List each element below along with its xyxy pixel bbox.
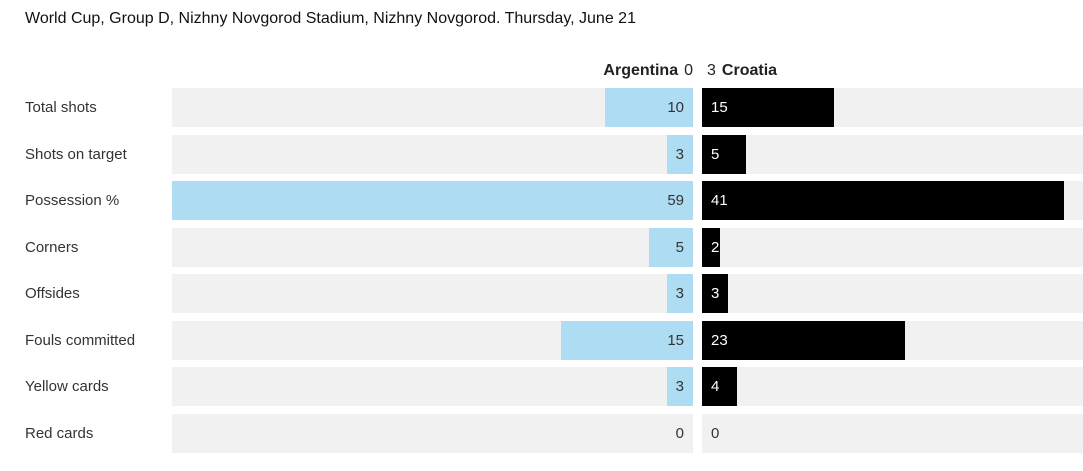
home-value: 5 — [675, 238, 684, 256]
stat-label: Offsides — [25, 285, 80, 302]
away-bar — [702, 367, 738, 406]
away-value: 41 — [711, 192, 728, 209]
stat-label: Red cards — [25, 424, 94, 442]
stat-label: Shots on target — [25, 145, 127, 163]
stat-row-total-shots: Total shots 10 15 — [0, 88, 1083, 127]
home-value: 15 — [667, 331, 684, 349]
scoreline-away: 3 Croatia — [707, 62, 777, 80]
stat-label: Fouls committed — [25, 331, 136, 349]
away-value: 0 — [711, 424, 720, 442]
home-bar — [666, 274, 693, 313]
stat-row-yellow-cards: Yellow cards 3 4 — [0, 367, 1083, 406]
home-value: 3 — [675, 285, 684, 302]
home-bar-track: 3 — [172, 134, 693, 174]
home-bar — [666, 367, 693, 406]
away-bar-track: 5 — [702, 134, 1083, 174]
stats-rows: Total shots 10 15 Shots on target 3 5 Po… — [0, 88, 1083, 460]
away-bar-track: 15 — [702, 88, 1083, 127]
scoreline-home: Argentina 0 — [603, 62, 693, 80]
match-title: World Cup, Group D, Nizhny Novgorod Stad… — [25, 10, 636, 27]
away-bar-track: 3 — [702, 274, 1083, 313]
home-bar-track: 5 — [172, 227, 693, 267]
away-bar-track: 0 — [702, 413, 1083, 453]
away-bar-track: 2 — [702, 227, 1083, 267]
home-bar — [666, 134, 693, 174]
home-bar-track: 3 — [172, 367, 693, 406]
stat-row-fouls: Fouls committed 15 23 — [0, 320, 1083, 360]
home-bar — [604, 88, 693, 127]
away-value: 4 — [711, 378, 720, 395]
away-bar-track: 4 — [702, 367, 1083, 406]
away-value: 5 — [711, 145, 720, 163]
stat-label: Possession % — [25, 192, 120, 209]
home-value: 10 — [667, 99, 684, 116]
stat-label: Yellow cards — [25, 378, 109, 395]
home-value: 0 — [675, 424, 684, 442]
home-team-name: Argentina — [603, 62, 679, 79]
away-bar — [702, 320, 906, 360]
away-value: 3 — [711, 285, 720, 302]
away-bar — [702, 88, 835, 127]
away-bar — [702, 134, 747, 174]
home-bar — [172, 181, 693, 220]
away-bar — [702, 181, 1065, 220]
away-value: 2 — [711, 238, 720, 256]
away-bar — [702, 227, 720, 267]
stat-row-possession: Possession % 59 41 — [0, 181, 1083, 220]
stat-label: Total shots — [25, 99, 97, 116]
stat-row-red-cards: Red cards 0 0 — [0, 413, 1083, 453]
stat-row-offsides: Offsides 3 3 — [0, 274, 1083, 313]
home-value: 3 — [675, 378, 684, 395]
home-score: 0 — [684, 62, 693, 79]
away-bar-track: 41 — [702, 181, 1083, 220]
home-bar-track: 59 — [172, 181, 693, 220]
home-value: 3 — [675, 145, 684, 163]
stat-label: Corners — [25, 238, 79, 256]
away-bar — [702, 274, 729, 313]
away-bar-track: 23 — [702, 320, 1083, 360]
away-value: 15 — [711, 99, 728, 116]
scoreline: Argentina 0 3 Croatia — [0, 62, 1083, 82]
home-bar-track: 10 — [172, 88, 693, 127]
home-bar — [560, 320, 693, 360]
home-value: 59 — [667, 192, 684, 209]
home-bar-track: 0 — [172, 413, 693, 453]
away-score: 3 — [707, 62, 716, 79]
home-bar-track: 15 — [172, 320, 693, 360]
stat-row-corners: Corners 5 2 — [0, 227, 1083, 267]
home-bar — [648, 227, 693, 267]
away-value: 23 — [711, 331, 728, 349]
home-bar-track: 3 — [172, 274, 693, 313]
away-team-name: Croatia — [721, 62, 778, 79]
stat-row-shots-on-target: Shots on target 3 5 — [0, 134, 1083, 174]
